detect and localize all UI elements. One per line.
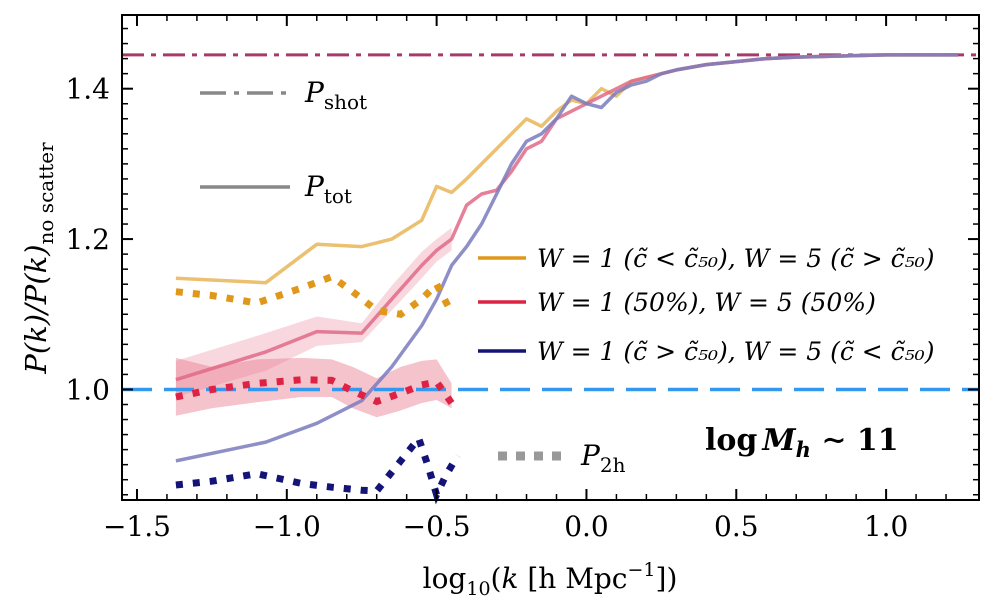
series-3-tot <box>175 53 958 463</box>
legend-left: Pshot Ptot P2h <box>200 76 626 477</box>
axis-ticks: −1.5 −1.0 −0.5 0.0 0.5 1.0 1.0 1.2 1.4 <box>65 15 979 543</box>
series-6-2h <box>175 431 461 505</box>
plot-frame <box>121 14 980 501</box>
y-tick-label: 1.0 <box>65 373 110 406</box>
x-tick-label: 0.0 <box>564 510 609 543</box>
y-tick-label: 1.4 <box>65 73 110 106</box>
x-tick-label: 0.5 <box>714 510 759 543</box>
legend-right: W = 1 (c̃ < c̃₅₀), W = 5 (c̃ > c̃₅₀) W =… <box>478 244 934 366</box>
band-2 <box>175 357 452 418</box>
x-tick-label: −0.5 <box>403 510 471 543</box>
halo-mass-annotation: log Mh ∼ 11 <box>705 423 899 462</box>
legend-tot-label: Ptot <box>304 170 352 208</box>
legend-entry-2-label: W = 1 (50%), W = 5 (50%) <box>537 288 876 317</box>
x-tick-label: −1.0 <box>253 510 321 543</box>
data-series <box>175 53 958 505</box>
legend-entry-3-label: W = 1 (c̃ > c̃₅₀), W = 5 (c̃ < c̃₅₀) <box>537 337 934 366</box>
band-1 <box>175 227 452 397</box>
legend-2h-label: P2h <box>580 439 626 477</box>
legend-shot-label: Pshot <box>304 76 367 114</box>
y-tick-label: 1.2 <box>65 223 110 256</box>
series-5-2h <box>175 376 455 406</box>
y-axis-label: P(k)/P(k)no scatter <box>19 142 58 375</box>
legend-entry-1-label: W = 1 (c̃ < c̃₅₀), W = 5 (c̃ > c̃₅₀) <box>537 244 934 273</box>
uncertainty-bands <box>175 227 452 418</box>
x-tick-label: 1.0 <box>864 510 909 543</box>
x-tick-label: −1.5 <box>103 510 171 543</box>
series-4-2h <box>175 272 455 318</box>
x-axis-label: log10(k [h Mpc−1]) <box>423 559 678 600</box>
